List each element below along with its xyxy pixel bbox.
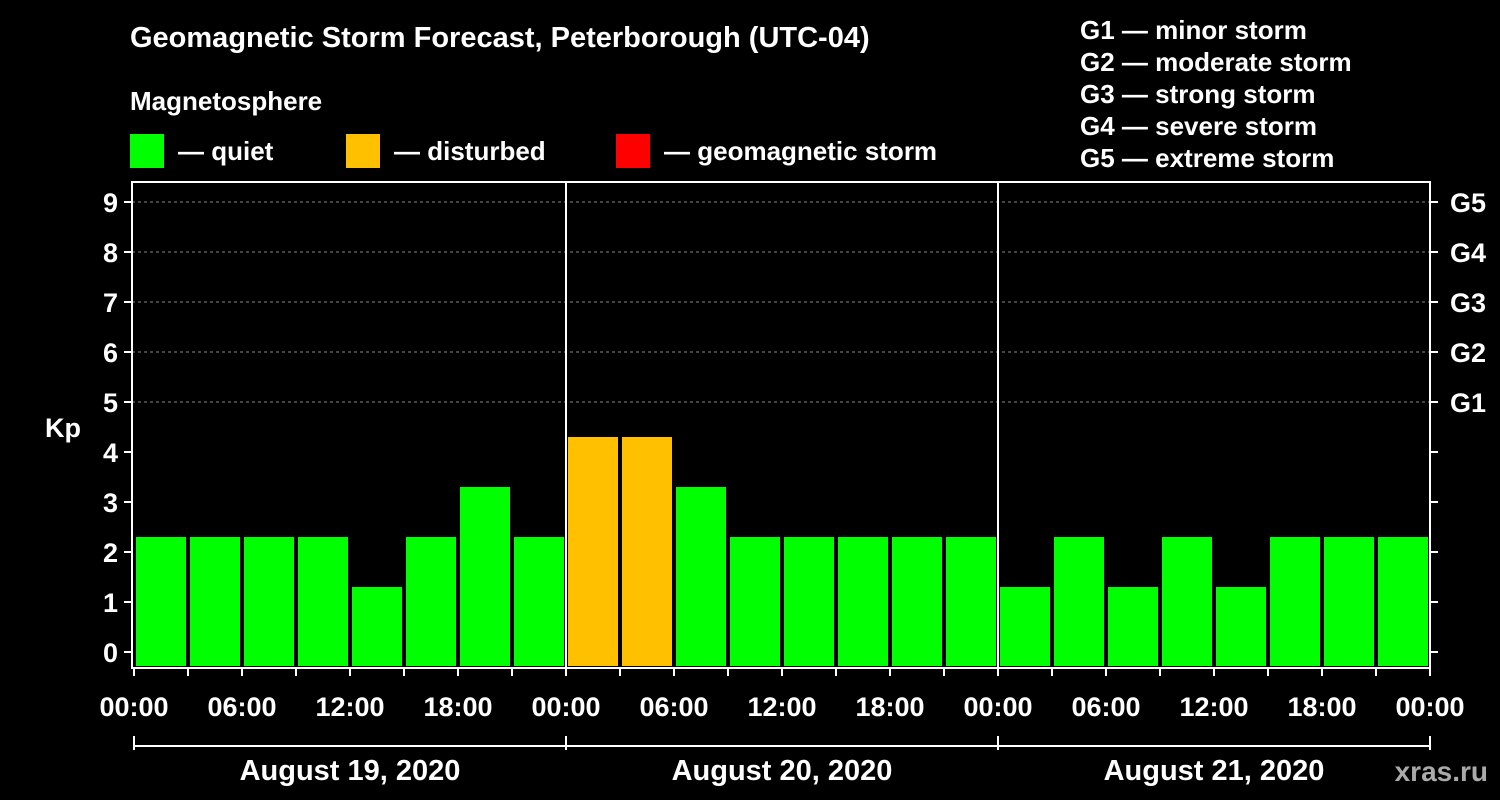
y-tick-label: 3 <box>103 488 118 518</box>
x-tick-label: 12:00 <box>1179 692 1248 722</box>
y-tick-label: 8 <box>103 238 118 268</box>
day-label: August 20, 2020 <box>672 755 893 787</box>
x-tick-label: 00:00 <box>963 692 1032 722</box>
watermark: xras.ru <box>1395 756 1488 787</box>
kp-bar-8 <box>568 437 618 666</box>
legend-label-quiet: — quiet <box>178 135 274 166</box>
legend-item-disturbed: — disturbed <box>346 134 546 168</box>
kp-bar-24 <box>1423 587 1428 666</box>
kp-bar-10 <box>676 487 726 666</box>
legend-item-quiet: — quiet <box>130 134 273 168</box>
y-tick-label: 2 <box>103 538 118 568</box>
g-level-label: G2 <box>1450 338 1486 368</box>
storm-scale-g4: G4 — severe storm <box>1080 111 1318 141</box>
storm-scale-g1: G1 — minor storm <box>1080 15 1307 45</box>
kp-bar-18 <box>1108 587 1158 666</box>
kp-bar-13 <box>838 537 888 666</box>
kp-bar-12 <box>784 537 834 666</box>
x-tick-label: 12:00 <box>315 692 384 722</box>
g-level-label: G4 <box>1450 238 1486 268</box>
y-tick-label: 1 <box>103 588 118 618</box>
kp-bar-17 <box>1054 537 1104 666</box>
g-level-label: G3 <box>1450 288 1486 318</box>
kp-bar-14 <box>892 537 942 666</box>
y-tick-label: 9 <box>103 188 118 218</box>
kp-bar-19 <box>1162 537 1212 666</box>
grid-lines <box>132 201 1430 403</box>
x-tick-label: 18:00 <box>1287 692 1356 722</box>
bars <box>136 437 1428 666</box>
kp-bar-22 <box>1324 537 1374 666</box>
kp-bar-9 <box>622 437 672 666</box>
day-label: August 19, 2020 <box>240 755 461 787</box>
kp-bar-3 <box>298 537 348 666</box>
x-tick-label: 06:00 <box>207 692 276 722</box>
g-level-label: G1 <box>1450 388 1486 418</box>
y-axis-title: Kp <box>45 413 81 443</box>
kp-bar-4 <box>352 587 402 666</box>
x-tick-label: 00:00 <box>1395 692 1464 722</box>
kp-bar-21 <box>1270 537 1320 666</box>
axes <box>124 181 1438 750</box>
kp-bar-1 <box>190 537 240 666</box>
legend-swatch-storm <box>616 134 650 168</box>
storm-scale-legend: G1 — minor storm G2 — moderate storm G3 … <box>1080 14 1352 174</box>
kp-bar-0 <box>136 537 186 666</box>
legend-swatch-disturbed <box>346 134 380 168</box>
kp-bar-11 <box>730 537 780 666</box>
x-tick-label: 18:00 <box>855 692 924 722</box>
kp-bar-5 <box>406 537 456 666</box>
kp-bar-15 <box>946 537 996 666</box>
legend-label-disturbed: — disturbed <box>394 135 546 166</box>
y-tick-label: 7 <box>103 288 118 318</box>
kp-bar-2 <box>244 537 294 666</box>
kp-bar-7 <box>514 537 564 666</box>
storm-scale-g2: G2 — moderate storm <box>1080 47 1352 77</box>
kp-bar-23 <box>1378 537 1428 666</box>
legend-label-storm: — geomagnetic storm <box>664 135 938 166</box>
x-tick-label: 12:00 <box>747 692 816 722</box>
kp-bar-16 <box>1000 587 1050 666</box>
y-tick-label: 6 <box>103 338 118 368</box>
storm-scale-g5: G5 — extreme storm <box>1080 143 1335 173</box>
y-tick-label: 5 <box>103 388 118 418</box>
x-tick-label: 06:00 <box>1071 692 1140 722</box>
y-tick-label: 0 <box>103 638 118 668</box>
day-label: August 21, 2020 <box>1104 755 1325 787</box>
x-tick-label: 18:00 <box>423 692 492 722</box>
y-tick-label: 4 <box>103 438 118 468</box>
kp-bar-6 <box>460 487 510 666</box>
x-tick-label: 06:00 <box>639 692 708 722</box>
x-tick-label: 00:00 <box>531 692 600 722</box>
legend-swatch-quiet <box>130 134 164 168</box>
legend-item-storm: — geomagnetic storm <box>616 134 937 168</box>
magnetosphere-label: Magnetosphere <box>130 86 323 116</box>
g-level-label: G5 <box>1450 188 1486 218</box>
chart-title: Geomagnetic Storm Forecast, Peterborough… <box>130 22 870 54</box>
axis-labels: 0 1 2 3 4 5 6 7 8 9 G1 G2 G3 G4 G5 Kp 00:00 06:00 12:00 18:… <box>45 188 1488 787</box>
kp-bar-20 <box>1216 587 1266 666</box>
x-tick-label: 00:00 <box>99 692 168 722</box>
storm-scale-g3: G3 — strong storm <box>1080 79 1316 109</box>
